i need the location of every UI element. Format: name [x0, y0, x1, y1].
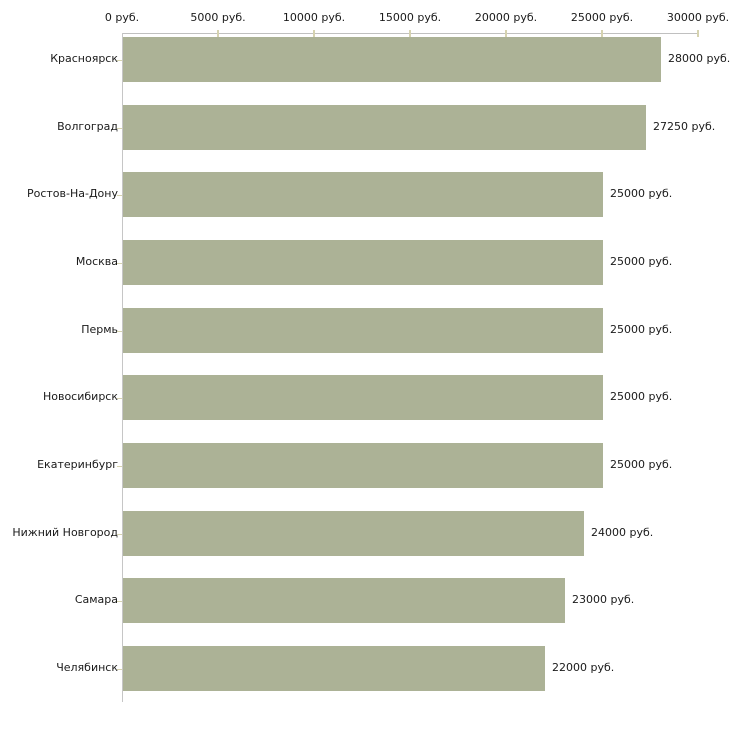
y-tick-mark: [117, 263, 122, 264]
category-label: Екатеринбург: [37, 458, 118, 471]
y-tick-mark: [117, 331, 122, 332]
x-axis-tick-label: 10000 руб.: [282, 11, 346, 24]
x-tick-mark: [505, 30, 507, 37]
bar: [123, 578, 565, 623]
category-label: Пермь: [81, 323, 118, 336]
x-axis-tick-label: 15000 руб.: [378, 11, 442, 24]
y-tick-mark: [117, 669, 122, 670]
bar-value-label: 25000 руб.: [610, 458, 673, 471]
bar: [123, 443, 603, 488]
bar-value-label: 25000 руб.: [610, 390, 673, 403]
category-label: Новосибирск: [42, 390, 118, 403]
bar-value-label: 25000 руб.: [610, 255, 673, 268]
bar-value-label: 24000 руб.: [591, 526, 654, 539]
bar-value-label: 23000 руб.: [572, 593, 635, 606]
category-label: Красноярск: [50, 52, 118, 65]
bar: [123, 646, 545, 691]
y-tick-mark: [117, 60, 122, 61]
y-tick-mark: [117, 195, 122, 196]
y-tick-mark: [117, 128, 122, 129]
bar: [123, 375, 603, 420]
bar: [123, 105, 646, 150]
x-tick-mark: [217, 30, 219, 37]
category-label: Волгоград: [57, 120, 118, 133]
x-tick-mark: [697, 30, 699, 37]
x-tick-mark: [409, 30, 411, 37]
x-axis-tick-label: 5000 руб.: [190, 11, 246, 24]
x-axis-tick-label: 30000 руб.: [666, 11, 730, 24]
bar: [123, 172, 603, 217]
y-tick-mark: [117, 466, 122, 467]
bar-value-label: 28000 руб.: [668, 52, 730, 65]
bar: [123, 37, 661, 82]
y-tick-mark: [117, 601, 122, 602]
y-axis-line: [122, 33, 123, 702]
bar-value-label: 22000 руб.: [552, 661, 615, 674]
category-label: Нижний Новгород: [12, 526, 118, 539]
y-tick-mark: [117, 534, 122, 535]
category-label: Самара: [74, 593, 118, 606]
bar-value-label: 25000 руб.: [610, 323, 673, 336]
x-axis-tick-label: 20000 руб.: [474, 11, 538, 24]
bar: [123, 308, 603, 353]
bar-value-label: 25000 руб.: [610, 187, 673, 200]
bar: [123, 511, 584, 556]
x-axis-tick-label: 25000 руб.: [570, 11, 634, 24]
bar: [123, 240, 603, 285]
category-label: Ростов-На-Дону: [26, 187, 118, 200]
x-axis-tick-label: 0 руб.: [104, 11, 140, 24]
category-label: Москва: [75, 255, 118, 268]
category-label: Челябинск: [56, 661, 118, 674]
y-tick-mark: [117, 398, 122, 399]
bar-value-label: 27250 руб.: [653, 120, 716, 133]
x-tick-mark: [313, 30, 315, 37]
x-tick-mark: [601, 30, 603, 37]
